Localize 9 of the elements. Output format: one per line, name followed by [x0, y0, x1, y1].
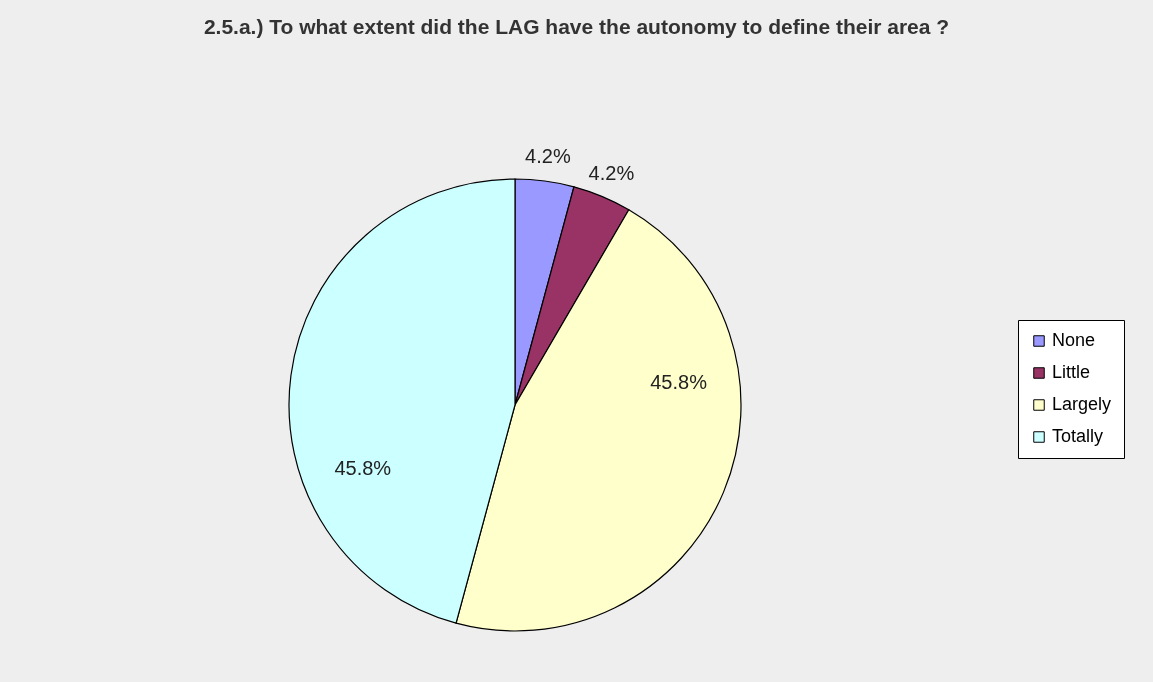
legend-label: Little — [1052, 362, 1091, 382]
data-label: 45.8% — [334, 456, 392, 479]
data-label: 45.8% — [650, 371, 708, 394]
legend-label: Totally — [1052, 426, 1104, 446]
chart-title: 2.5.a.) To what extent did the LAG have the autonomy to define their area ? — [203, 15, 950, 38]
data-label: 4.2% — [588, 162, 635, 185]
legend-label: Largely — [1052, 394, 1112, 414]
legend-label: None — [1052, 330, 1096, 350]
data-label: 4.2% — [525, 145, 571, 168]
